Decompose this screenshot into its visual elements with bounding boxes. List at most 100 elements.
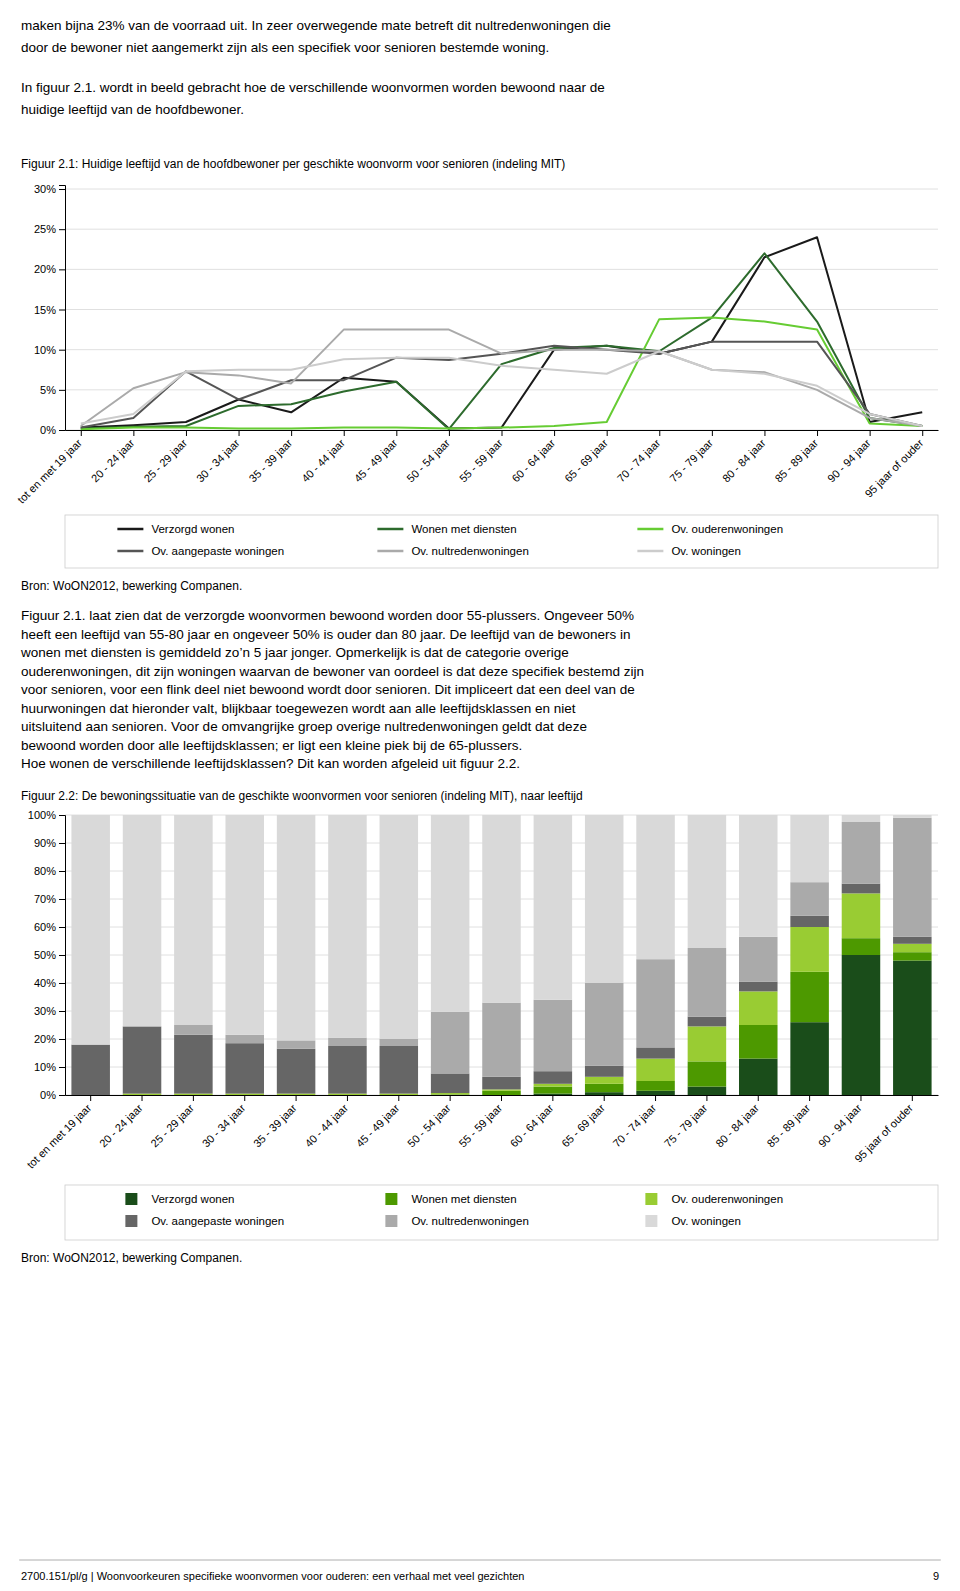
body-text: Hoe wonen de verschillende leeftijdsklas…: [21, 756, 520, 771]
bar: [380, 1046, 419, 1094]
x-tick: 55 - 59 jaar: [457, 430, 505, 485]
x-tick-label: 55 - 59 jaar: [456, 1101, 504, 1149]
x-tick: 70 - 74 jaar: [610, 1095, 658, 1150]
bar: [431, 815, 470, 1012]
x-tick-label: 60 - 64 jaar: [508, 1101, 556, 1149]
y-tick-label: 30%: [34, 183, 56, 195]
body-text: voor senioren, voor een flink deel niet …: [21, 682, 635, 697]
bar: [534, 1094, 573, 1095]
x-tick-mark: [912, 1095, 913, 1101]
y-tick-label: 70%: [34, 893, 56, 905]
grid-line: [65, 269, 938, 270]
x-tick: 95 jaar of ouder: [862, 430, 925, 500]
x-tick-label: 55 - 59 jaar: [457, 436, 505, 484]
x-tick: 90 - 94 jaar: [816, 1095, 864, 1150]
x-tick-label: tot en met 19 jaar: [15, 436, 84, 505]
bar: [277, 1040, 316, 1048]
bar: [71, 815, 110, 1045]
body-text: heeft een leeftijd van 55-80 jaar en ong…: [21, 627, 630, 642]
legend-label: Verzorgd wonen: [151, 1193, 234, 1205]
legend-swatch: [377, 550, 403, 553]
annotation: Bron: WoON2012, bewerking Companen.: [21, 579, 242, 593]
y-tick: 50%: [34, 949, 65, 961]
bar: [688, 1087, 727, 1095]
bar: [585, 1084, 624, 1092]
chart-title: Figuur 2.1: Huidige leeftijd van de hoof…: [21, 157, 565, 171]
legend-label: Wonen met diensten: [411, 523, 516, 535]
grid-line: [65, 189, 938, 190]
bar: [225, 1035, 264, 1043]
y-tick-mark: [59, 899, 65, 900]
legend-entry: Ov. woningen: [637, 545, 740, 557]
y-tick: 20%: [34, 263, 65, 275]
bar: [688, 1017, 727, 1027]
x-tick: 35 - 39 jaar: [251, 1095, 299, 1150]
x-tick-label: 70 - 74 jaar: [610, 1101, 658, 1149]
y-tick-label: 25%: [34, 223, 56, 235]
x-tick-label: 65 - 69 jaar: [562, 436, 610, 484]
x-tick: 90 - 94 jaar: [825, 430, 873, 485]
bar: [688, 948, 727, 1017]
legend-swatch: [637, 528, 663, 531]
x-tick-mark: [90, 1095, 91, 1101]
body-text: bewoond worden door alle leeftijdsklasse…: [21, 738, 522, 753]
x-tick-label: 75 - 79 jaar: [667, 436, 715, 484]
x-tick-mark: [659, 430, 660, 436]
page-number: 9: [933, 1570, 939, 1582]
bar: [174, 1095, 213, 1096]
y-tick-mark: [59, 1039, 65, 1040]
y-tick-label: 20%: [34, 263, 56, 275]
x-tick-label: 60 - 64 jaar: [509, 436, 557, 484]
x-tick: 70 - 74 jaar: [615, 430, 663, 485]
y-tick: 15%: [34, 304, 65, 316]
grid-line: [65, 389, 938, 390]
chart: Figuur 2.2: De bewoningssituatie van de …: [21, 789, 939, 1265]
intro-text: door de bewoner niet aangemerkt zijn als…: [21, 40, 549, 55]
x-tick-label: 40 - 44 jaar: [299, 436, 347, 484]
bar: [893, 944, 932, 952]
x-tick: 20 - 24 jaar: [89, 430, 137, 485]
bar: [174, 1095, 213, 1096]
y-tick: 80%: [34, 865, 65, 877]
bar: [328, 1038, 367, 1046]
y-tick-label: 15%: [34, 304, 56, 316]
legend-entry: Verzorgd wonen: [125, 1193, 234, 1205]
legend-entry: Ov. ouderenwoningen: [637, 523, 783, 535]
bar: [893, 961, 932, 1095]
page: maken bijna 23% van de voorraad uit. In …: [0, 0, 960, 1591]
y-tick-mark: [59, 955, 65, 956]
x-tick-mark: [817, 430, 818, 436]
x-tick: 55 - 59 jaar: [456, 1095, 504, 1150]
x-tick-label: 50 - 54 jaar: [405, 1101, 453, 1149]
bar: [534, 1084, 573, 1087]
x-tick: 50 - 54 jaar: [404, 430, 452, 485]
bar: [482, 1091, 521, 1095]
x-tick-mark: [552, 1095, 553, 1101]
bar: [431, 1095, 470, 1096]
grid-line: [65, 349, 938, 350]
x-tick: 65 - 69 jaar: [562, 430, 610, 485]
grid: [65, 815, 938, 1095]
plot-area: [81, 237, 922, 429]
bar: [328, 1095, 367, 1096]
y-tick-mark: [59, 390, 65, 391]
x-tick-mark: [758, 1095, 759, 1101]
legend-label: Ov. nultredenwoningen: [411, 1215, 528, 1227]
bar: [636, 959, 675, 1047]
bar: [225, 815, 264, 1035]
intro-text: In figuur 2.1. wordt in beeld gebracht h…: [21, 80, 605, 95]
x-tick-mark: [922, 430, 923, 436]
bar-series: [71, 815, 931, 1045]
legend: Verzorgd wonenWonen met dienstenOv. oude…: [65, 515, 938, 568]
x-tick-mark: [449, 430, 450, 436]
chart-title: Figuur 2.2: De bewoningssituatie van de …: [21, 789, 583, 803]
x-tick-mark: [347, 1095, 348, 1101]
bar: [380, 1095, 419, 1096]
bar: [893, 815, 932, 818]
y-tick-mark: [59, 983, 65, 984]
y-tick-mark: [59, 269, 65, 270]
bar: [636, 815, 675, 959]
body-text: uitsluitend aan senioren. Voor de omvang…: [21, 719, 587, 734]
x-tick: 35 - 39 jaar: [247, 430, 295, 485]
y-tick-label: 100%: [28, 809, 56, 821]
